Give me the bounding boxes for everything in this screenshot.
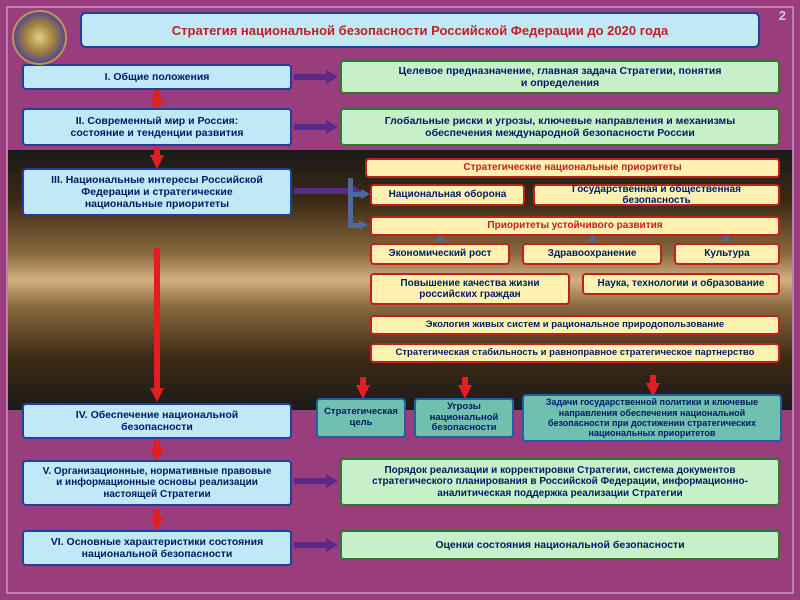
connector (438, 236, 443, 242)
emblem-icon (12, 10, 67, 65)
section-3: III. Национальные интересы Российской Фе… (22, 168, 292, 216)
arrow-down-icon (356, 385, 370, 399)
stability: Стратегическая стабильность и равноправн… (370, 343, 780, 363)
section-5: V. Организационные, нормативные правовые… (22, 460, 292, 506)
arrow-right-icon (294, 478, 328, 484)
science-tech: Наука, технологии и образование (582, 273, 780, 295)
strategic-priorities-header: Стратегические национальные приоритеты (365, 158, 780, 178)
state-security: Государственная и общественная безопасно… (533, 184, 780, 206)
connector (348, 192, 362, 197)
section-6: VI. Основные характеристики состояния на… (22, 530, 292, 566)
section-1: I. Общие положения (22, 64, 292, 90)
right-6: Оценки состояния национальной безопаснос… (340, 530, 780, 560)
page-number: 2 (779, 8, 786, 23)
section-4: IV. Обеспечение национальной безопасност… (22, 403, 292, 439)
culture: Культура (674, 243, 780, 265)
strategic-goal: Стратегическая цель (316, 398, 406, 438)
connector (348, 178, 353, 228)
arrow-down-icon (150, 388, 164, 402)
tasks: Задачи государственной политики и ключев… (522, 394, 782, 442)
arrow-right-icon (294, 542, 328, 548)
national-defense: Национальная оборона (370, 184, 525, 206)
title-bar: Стратегия национальной безопасности Росс… (80, 12, 760, 48)
sustainable-header: Приоритеты устойчивого развития (370, 216, 780, 236)
connector (348, 223, 360, 228)
ecology: Экология живых систем и рациональное при… (370, 315, 780, 335)
right-5: Порядок реализации и корректировки Страт… (340, 458, 780, 506)
econ-growth: Экономический рост (370, 243, 510, 265)
title-text: Стратегия национальной безопасности Росс… (172, 23, 668, 38)
connector (590, 236, 595, 242)
arrow-right-icon (294, 74, 328, 80)
section-2: II. Современный мир и Россия: состояние … (22, 108, 292, 146)
right-2: Глобальные риски и угрозы, ключевые напр… (340, 108, 780, 146)
arrow-down-icon (150, 517, 164, 531)
healthcare: Здравоохранение (522, 243, 662, 265)
connector (724, 236, 729, 242)
quality-life: Повышение качества жизни российских граж… (370, 273, 570, 305)
arrow-right-icon (294, 124, 328, 130)
arrow-down-icon (458, 385, 472, 399)
threats: Угрозы национальной безопасности (414, 398, 514, 438)
right-1: Целевое предназначение, главная задача С… (340, 60, 780, 94)
arrow-down-icon (150, 155, 164, 169)
arrow-right-icon (294, 188, 352, 194)
